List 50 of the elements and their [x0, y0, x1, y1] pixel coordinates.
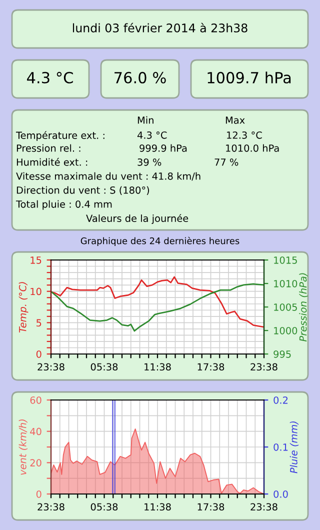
- y2-tick-label: 1015: [274, 256, 297, 264]
- x-tick-label: 17:38: [198, 503, 224, 511]
- text: 1009.7 hPa: [208, 72, 291, 84]
- text: lundi 03 février 2014 à 23h38: [72, 22, 248, 32]
- text: 4.3 °C: [137, 131, 167, 139]
- y-tick-label: 0: [36, 350, 42, 358]
- text: Vitesse maximale du vent : 41.8 km/h: [16, 172, 200, 181]
- y-tick-label: 5: [36, 319, 42, 326]
- text: 77 %: [214, 158, 238, 166]
- y-tick-label: 15: [30, 256, 42, 264]
- x-tick-label: 05:38: [90, 503, 118, 511]
- y2-axis-title: Pression (hPa): [299, 273, 308, 342]
- x-tick-label: 23:38: [250, 503, 278, 511]
- text: 12.3 °C: [227, 131, 262, 139]
- text: Pression rel. :: [16, 144, 80, 152]
- text: Total pluie : 0.4 mm: [16, 200, 112, 210]
- text: Max: [226, 116, 245, 124]
- y2-tick-label: 995: [274, 350, 291, 358]
- text: Valeurs de la journée: [86, 214, 188, 224]
- y2-tick-label: 1005: [274, 303, 297, 311]
- text: Humidité ext. :: [16, 158, 88, 166]
- y2-tick-label: 1000: [274, 326, 298, 334]
- x-tick-label: 11:38: [144, 363, 171, 371]
- y2-tick-label: 1010: [274, 280, 298, 288]
- x-tick-label: 05:38: [90, 363, 118, 371]
- y-tick-label: 0: [36, 490, 42, 498]
- text: 1010.0 hPa: [226, 144, 279, 152]
- x-tick-label: 23:38: [250, 363, 278, 371]
- y2-tick-label: 0.2: [274, 396, 288, 404]
- text: 76.0 %: [114, 72, 166, 84]
- text: Température ext. :: [16, 131, 104, 141]
- y-axis-title: Temp. (°C): [18, 282, 28, 332]
- y2-tick-label: 0.0: [274, 490, 288, 498]
- x-tick-label: 11:38: [144, 503, 171, 511]
- text: 39 %: [138, 158, 162, 166]
- y2-axis-title: Pluie (mm): [290, 421, 299, 474]
- text: 4.3 °C: [27, 72, 73, 84]
- y-tick-label: 60: [30, 396, 42, 404]
- y-tick-label: 40: [30, 428, 42, 436]
- y-tick-label: 10: [30, 288, 42, 296]
- x-tick-label: 23:38: [38, 363, 64, 371]
- y2-tick-label: 0.1: [274, 443, 288, 451]
- y-tick-label: 20: [30, 459, 42, 466]
- text: Min: [138, 116, 154, 124]
- text: 999.9 hPa: [140, 144, 187, 152]
- x-tick-label: 23:38: [38, 503, 64, 511]
- x-tick-label: 17:38: [198, 363, 224, 371]
- y-axis-title: vent (km/h): [18, 420, 28, 475]
- chart-title: Graphique des 24 dernières heures: [80, 236, 240, 246]
- text: Direction du vent : S (180°): [16, 186, 150, 195]
